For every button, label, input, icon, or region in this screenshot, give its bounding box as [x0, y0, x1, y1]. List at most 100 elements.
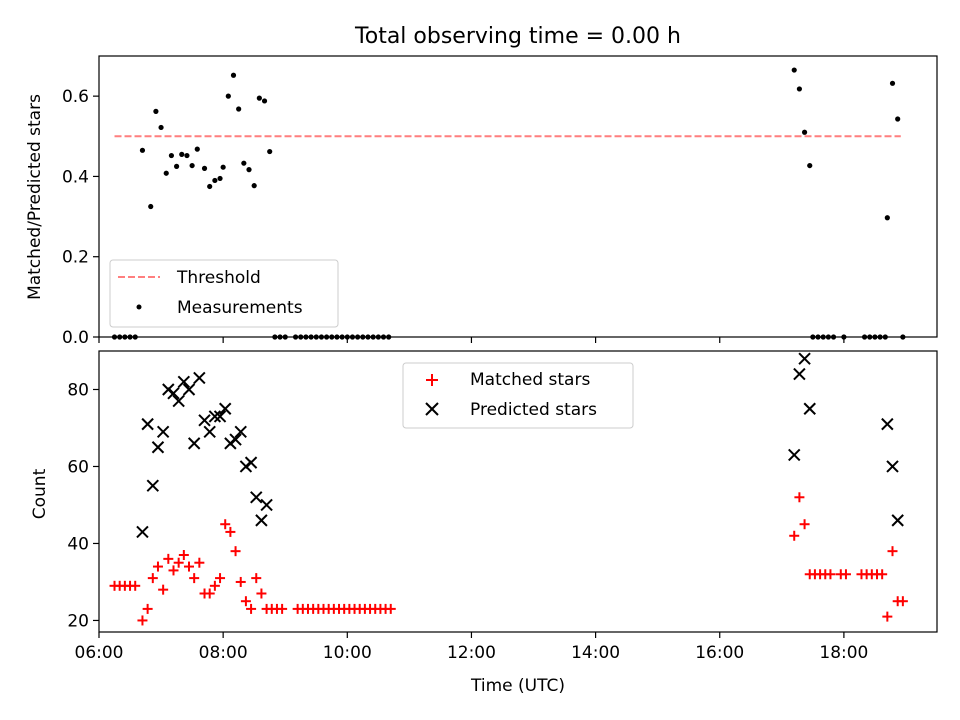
predicted-point-6: [167, 387, 180, 400]
matched-point-12: [173, 557, 184, 568]
measurement-point-28: [261, 98, 268, 104]
predicted-point-29: [881, 417, 894, 431]
matched-point-7: [147, 573, 158, 584]
predicted-point-3: [151, 441, 165, 454]
matched-point-4: [130, 580, 141, 591]
bottom-y-tick-label-0: 20: [67, 611, 89, 631]
measurement-point-21: [225, 93, 231, 99]
matched-point-16: [194, 557, 205, 568]
predicted-point-26: [793, 367, 806, 381]
measurement-point-14: [189, 162, 195, 169]
predicted-point-0: [136, 525, 149, 539]
bottom-y-axis-label: Count: [30, 468, 50, 519]
legend-measurements-label: Measurements: [177, 298, 303, 318]
top-y-axis: 0.0 0.2 0.4 0.6: [62, 87, 99, 348]
measurement-point-53: [796, 86, 803, 92]
predicted-point-2: [146, 479, 160, 492]
matched-point-28: [256, 588, 267, 599]
measurement-point-20: [220, 164, 226, 170]
top-legend: Threshold Measurements: [109, 259, 339, 328]
matched-point-10: [163, 553, 174, 564]
predicted-point-19: [234, 425, 247, 439]
measurement-point-25: [246, 167, 252, 173]
matched-point-8: [152, 561, 163, 572]
predicted-point-30: [886, 460, 899, 473]
predicted-point-23: [255, 514, 268, 527]
matched-point-13: [178, 550, 189, 561]
matched-point-26: [246, 603, 257, 614]
predicted-point-25: [788, 448, 801, 462]
measurement-point-15: [194, 146, 200, 152]
chart-title: Total observing time = 0.00 h: [354, 24, 681, 49]
legend-matched-label: Matched stars: [470, 370, 590, 390]
top-y-tick-label-2: 0.4: [62, 167, 89, 187]
predicted-point-4: [156, 425, 170, 439]
x-tick-label-5: 16:00: [695, 643, 744, 663]
predicted-point-16: [219, 402, 232, 415]
measurement-point-54: [801, 129, 808, 135]
measurement-point-10: [168, 152, 175, 159]
predicted-point-14: [208, 410, 222, 423]
predicted-point-11: [193, 371, 206, 385]
predicted-point-27: [798, 352, 811, 365]
bottom-y-axis: 20 40 60 80: [67, 380, 99, 631]
predicted-point-12: [198, 414, 211, 427]
matched-point-15: [189, 573, 200, 584]
measurement-point-18: [212, 177, 218, 184]
predicted-point-8: [177, 375, 191, 389]
measurement-point-27: [256, 95, 262, 101]
top-panel: 0.0 0.2 0.4 0.6 Matched/Predicted stars Thr…: [25, 55, 938, 348]
matched-point-68: [887, 546, 898, 557]
predicted-point-31: [891, 514, 904, 527]
top-x-axis: [98, 337, 845, 343]
measurement-point-26: [251, 183, 257, 189]
top-y-axis-label: Matched/Predicted stars: [25, 94, 45, 300]
matched-point-6: [142, 603, 153, 614]
bottom-legend-frame: [402, 362, 634, 429]
x-axis-label: Time (UTC): [470, 676, 565, 696]
bottom-y-tick-label-3: 80: [67, 380, 89, 400]
measurement-point-13: [184, 152, 190, 159]
matched-point-51: [385, 603, 396, 614]
bottom-axes-frame: [98, 350, 938, 633]
measurement-point-9: [163, 170, 169, 176]
matched-point-67: [882, 611, 893, 622]
legend-threshold-label: Threshold: [176, 268, 261, 288]
measurement-point-52: [791, 67, 797, 73]
matched-point-21: [220, 519, 231, 530]
measurement-point-68: [889, 80, 896, 86]
matched-point-25: [240, 596, 251, 607]
measurement-point-24: [241, 160, 247, 166]
measurement-point-55: [807, 162, 813, 169]
legend-predicted-swatch: [425, 402, 439, 416]
matched-point-59: [825, 569, 836, 580]
x-tick-label-4: 14:00: [571, 643, 620, 663]
bottom-panel: 20 40 60 80 06:00 08:00 10:00 12:00 14:00 16:00 1…: [30, 350, 938, 696]
measurement-point-6: [148, 203, 154, 210]
measurement-point-23: [236, 106, 242, 112]
legend-predicted-label: Predicted stars: [470, 400, 597, 420]
measurement-point-67: [884, 215, 890, 221]
matched-point-22: [225, 526, 236, 537]
matched-point-54: [799, 519, 810, 530]
matched-point-20: [215, 573, 226, 584]
measurement-point-12: [179, 151, 185, 157]
top-y-tick-label-0: 0.0: [62, 328, 89, 348]
bottom-y-tick-label-2: 60: [67, 457, 89, 477]
measurement-point-11: [173, 163, 180, 169]
matched-point-9: [158, 584, 169, 595]
matched-point-23: [230, 546, 241, 557]
predicted-point-28: [803, 402, 816, 415]
x-tick-label-1: 08:00: [199, 643, 248, 663]
matched-point-14: [184, 561, 195, 572]
bottom-legend: Matched stars Predicted stars: [402, 362, 634, 429]
matched-point-66: [877, 569, 888, 580]
predicted-point-15: [213, 410, 227, 423]
top-y-tick-label-1: 0.2: [62, 248, 89, 268]
matched-point-11: [168, 565, 179, 576]
predicted-point-22: [250, 491, 263, 504]
measurement-point-19: [217, 175, 223, 182]
predicted-point-9: [182, 383, 196, 396]
predicted-point-21: [244, 456, 258, 469]
matched-point-61: [840, 569, 851, 580]
